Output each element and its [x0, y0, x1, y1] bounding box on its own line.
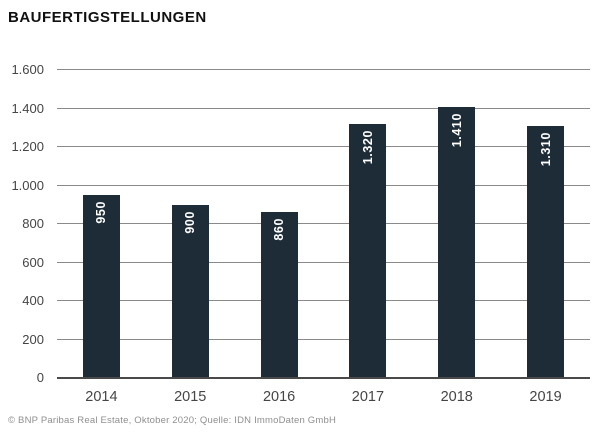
bar-slot-2017: 1.320 — [323, 70, 412, 378]
bar-value-label-2019: 1.310 — [538, 131, 553, 167]
bar-2014: 950 — [82, 195, 120, 378]
gridline-1.000 — [57, 184, 590, 186]
bar-slot-2016: 860 — [235, 70, 324, 378]
bar-2016: 860 — [260, 212, 298, 378]
y-tick-label-1.400: 1.400 — [11, 100, 44, 116]
bar-slot-2015: 900 — [146, 70, 235, 378]
x-axis-labels: 2014 2015 2016 2017 2018 2019 — [57, 389, 590, 405]
bar-2017: 1.320 — [349, 123, 387, 378]
bar-2019: 1.310 — [527, 125, 565, 378]
y-tick-label-1.000: 1.000 — [11, 177, 44, 193]
x-tick-label-2014: 2014 — [85, 389, 118, 405]
gridline-200 — [57, 338, 590, 340]
bar-value-label-2016: 860 — [272, 218, 287, 242]
y-tick-label-600: 600 — [22, 254, 44, 270]
bar-value-label-2017: 1.320 — [360, 129, 375, 165]
y-tick-label-400: 400 — [22, 293, 44, 308]
bar-slot-2014: 950 — [57, 70, 146, 378]
gridline-1.200 — [57, 146, 590, 147]
y-tick-label-1.600: 1.600 — [11, 62, 44, 77]
x-tick-label-2017: 2017 — [351, 389, 385, 405]
x-tick-label-2018: 2018 — [440, 389, 473, 405]
y-axis-labels: 0 200 400 600 800 1.000 1.200 1.400 1.600 — [0, 62, 44, 385]
y-tick-label-800: 800 — [22, 216, 44, 231]
gridline-1.600 — [57, 69, 590, 70]
bars-container: 950 900 860 1.320 1.410 1.310 — [57, 70, 590, 378]
bar-2015: 900 — [171, 204, 209, 378]
x-tick-label-2019: 2019 — [529, 389, 562, 405]
bar-value-label-2015: 900 — [183, 210, 198, 234]
plot-area: 950 900 860 1.320 1.410 1.310 — [57, 69, 590, 379]
y-tick-label-200: 200 — [22, 331, 44, 347]
bar-slot-2018: 1.410 — [412, 70, 501, 378]
gridline-400 — [57, 300, 590, 301]
x-tick-label-2015: 2015 — [174, 389, 207, 405]
source-note: © BNP Paribas Real Estate, Oktober 2020;… — [8, 415, 337, 426]
x-tick-label-2016: 2016 — [262, 389, 296, 405]
gridline-600 — [57, 261, 590, 263]
gridline-800 — [57, 223, 590, 224]
x-axis-line — [57, 377, 590, 379]
chart-title: BAUFERTIGSTELLUNGEN — [8, 9, 207, 26]
bar-value-label-2018: 1.410 — [449, 112, 464, 147]
gridline-1.400 — [57, 107, 590, 109]
bar-value-label-2014: 950 — [94, 201, 109, 224]
y-tick-label-1.200: 1.200 — [11, 139, 44, 154]
y-tick-label-0: 0 — [36, 370, 44, 385]
bar-2018: 1.410 — [438, 106, 476, 378]
bar-slot-2019: 1.310 — [501, 70, 590, 378]
